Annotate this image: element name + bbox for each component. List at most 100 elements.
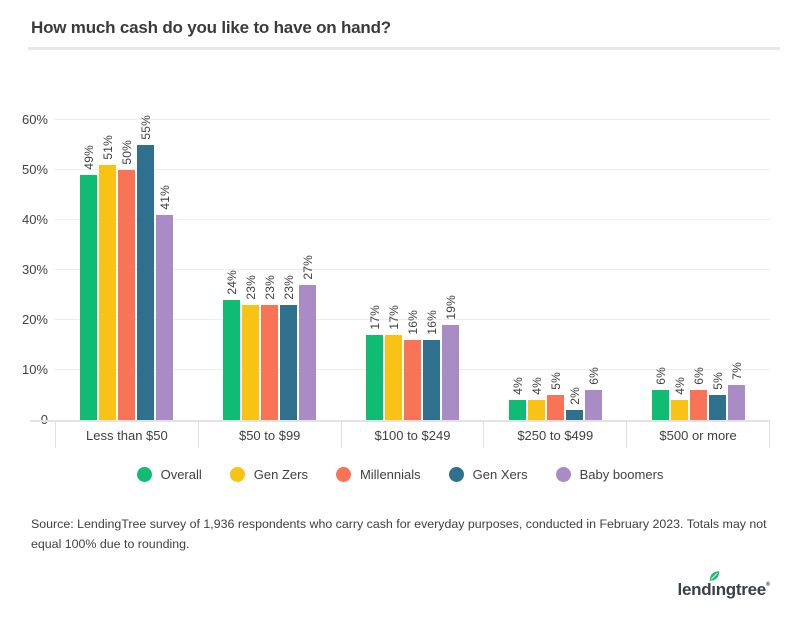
bar-group--50-to-99: 24% 23% 23% 23% 27% (198, 70, 341, 420)
bar-value-label: 4% (529, 377, 544, 395)
bar-value-label: 55% (138, 115, 153, 140)
bars--250-to-499: 4% 4% 5% 2% 6% (509, 367, 602, 420)
legend-dot-gen-zers (229, 467, 245, 482)
bar-value-label: 27% (300, 255, 315, 280)
bars--500-or-more: 6% 4% 6% 5% 7% (652, 362, 745, 420)
bar-gen-xers--100-to-249: 16% (423, 310, 440, 420)
bar-baby-boomers-less-than-50: 41% (156, 185, 173, 420)
source-note: Source: LendingTree survey of 1,936 resp… (31, 517, 767, 551)
bar-overall--250-to-499: 4% (509, 377, 526, 420)
gridline-60 (55, 119, 770, 120)
y-tick-40: 40% (21, 212, 48, 227)
bars--100-to-249: 17% 17% 16% 16% 19% (366, 295, 459, 420)
bar-gen-zers-less-than-50: 51% (99, 135, 116, 420)
bar-gen-xers-less-than-50: 55% (137, 115, 154, 420)
y-tick-60: 60% (21, 112, 48, 127)
bars--50-to-99: 24% 23% 23% 23% 27% (223, 255, 316, 420)
logo-text-tail: ngtree (715, 580, 766, 599)
bar-chart: 0 10% 20% 30% 40% 50% 60% 49% 51% 50% 55% 41% 24% 23… (0, 0, 770, 460)
plot-area: 49% 51% 50% 55% 41% 24% 23% 23% 23% 27% 17% 17% 16% 1… (55, 70, 770, 420)
x-axis-labels: Less than $50 $50 to $99 $100 to $249 $250 … (55, 422, 770, 448)
bar-value-label: 41% (157, 185, 172, 210)
lendingtree-logo: lendı ngtree® (678, 571, 770, 600)
bar-gen-xers--50-to-99: 23% (280, 275, 297, 420)
leaf-icon (709, 571, 720, 581)
bar-millennials-less-than-50: 50% (118, 140, 135, 420)
bar-group--500-or-more: 6% 4% 6% 5% 7% (627, 70, 770, 420)
y-tick-50: 50% (21, 162, 48, 177)
legend-dot-millennials (335, 467, 351, 482)
bar-baby-boomers--100-to-249: 19% (442, 295, 459, 420)
bar-value-label: 16% (405, 310, 420, 335)
bar-value-label: 24% (224, 270, 239, 295)
legend-label: Baby boomers (579, 467, 664, 482)
y-tick-0: 0 (0, 412, 48, 427)
bar-value-label: 6% (586, 367, 601, 385)
y-axis-labels: 0 10% 20% 30% 40% 50% 60% (0, 0, 48, 460)
x-label-less-than-50: Less than $50 (55, 422, 198, 448)
bar-value-label: 16% (424, 310, 439, 335)
x-label--500-or-more: $500 or more (626, 422, 770, 448)
bar-value-label: 4% (672, 377, 687, 395)
bar-value-label: 17% (367, 305, 382, 330)
bar-millennials--100-to-249: 16% (404, 310, 421, 420)
gridline-30 (55, 269, 770, 270)
legend-item-gen-zers: Gen Zers (229, 467, 308, 482)
y-tick-20: 20% (21, 312, 48, 327)
legend-item-gen-xers: Gen Xers (448, 467, 528, 482)
bar-value-label: 51% (100, 135, 115, 160)
y-tick-30: 30% (21, 262, 48, 277)
chart-legend: Overall Gen Zers Millennials Gen Xers Baby b… (30, 467, 770, 482)
bars-less-than-50: 49% 51% 50% 55% 41% (80, 115, 173, 420)
bar-value-label: 19% (443, 295, 458, 320)
bar-value-label: 5% (710, 372, 725, 390)
bar-millennials--250-to-499: 5% (547, 372, 564, 420)
logo-trademark: ® (765, 582, 770, 588)
bar-gen-zers--250-to-499: 4% (528, 377, 545, 420)
bar-overall-less-than-50: 49% (80, 145, 97, 420)
page-title: How much cash do you like to have on han… (31, 18, 391, 37)
legend-item-baby-boomers: Baby boomers (555, 467, 664, 482)
x-label--50-to-99: $50 to $99 (197, 422, 341, 448)
bar-value-label: 6% (653, 367, 668, 385)
bar-value-label: 50% (119, 140, 134, 165)
legend-label: Gen Xers (472, 467, 528, 482)
gridline-20 (55, 319, 770, 320)
legend-dot-overall (136, 467, 152, 482)
bar-millennials--500-or-more: 6% (690, 367, 707, 420)
bar-gen-xers--500-or-more: 5% (709, 372, 726, 420)
bar-group-less-than-50: 49% 51% 50% 55% 41% (55, 70, 198, 420)
bar-value-label: 7% (729, 362, 744, 380)
bar-overall--50-to-99: 24% (223, 270, 240, 420)
bar-value-label: 23% (281, 275, 296, 300)
bar-gen-zers--100-to-249: 17% (385, 305, 402, 420)
bar-value-label: 5% (548, 372, 563, 390)
y-tick-10: 10% (21, 362, 48, 377)
x-label--100-to-249: $100 to $249 (340, 422, 484, 448)
legend-dot-gen-xers (448, 467, 464, 482)
bar-value-label: 49% (81, 145, 96, 170)
legend-dot-baby-boomers (555, 467, 571, 482)
bar-overall--100-to-249: 17% (366, 305, 383, 420)
bar-value-label: 23% (243, 275, 258, 300)
bar-gen-zers--50-to-99: 23% (242, 275, 259, 420)
bar-group--250-to-499: 4% 4% 5% 2% 6% (484, 70, 627, 420)
bar-value-label: 4% (510, 377, 525, 395)
legend-label: Gen Zers (253, 467, 308, 482)
title-divider (28, 47, 780, 50)
bar-overall--500-or-more: 6% (652, 367, 669, 420)
bar-value-label: 6% (691, 367, 706, 385)
bar-baby-boomers--50-to-99: 27% (299, 255, 316, 420)
bar-gen-xers--250-to-499: 2% (566, 387, 583, 420)
bar-value-label: 2% (567, 387, 582, 405)
gridline-40 (55, 219, 770, 220)
legend-label: Overall (160, 467, 202, 482)
bar-gen-zers--500-or-more: 4% (671, 377, 688, 420)
legend-item-millennials: Millennials (335, 467, 421, 482)
legend-label: Millennials (359, 467, 421, 482)
x-label--250-to-499: $250 to $499 (483, 422, 626, 448)
bar-baby-boomers--500-or-more: 7% (728, 362, 745, 420)
legend-item-overall: Overall (136, 467, 202, 482)
logo-letter-i: ı (709, 571, 720, 600)
